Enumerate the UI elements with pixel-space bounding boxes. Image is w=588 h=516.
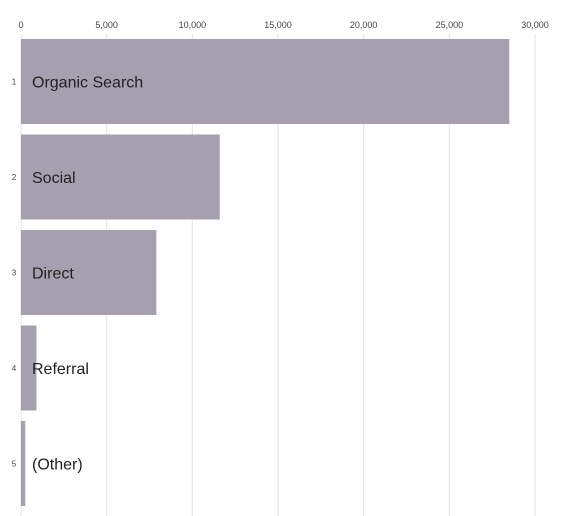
x-tick-label: 15,000 [264, 20, 292, 30]
bar [21, 134, 220, 220]
x-tick-label: 20,000 [350, 20, 378, 30]
x-tick-label: 10,000 [179, 20, 207, 30]
x-tick-label: 0 [18, 20, 23, 30]
bar [21, 325, 37, 411]
category-label: Social [32, 170, 76, 187]
x-tick-label: 30,000 [521, 20, 549, 30]
x-axis-tick-labels: 0 5,000 10,000 15,000 20,000 25,000 30,000 [18, 20, 548, 30]
x-tick-label: 25,000 [436, 20, 464, 30]
rank-labels: 1 2 3 4 5 [12, 78, 17, 469]
rank-label: 2 [12, 173, 17, 182]
category-label: Direct [32, 266, 74, 283]
rank-label: 1 [12, 78, 17, 87]
bar [21, 230, 157, 315]
bar [21, 39, 510, 124]
category-label: Organic Search [32, 75, 143, 92]
rank-label: 3 [12, 269, 17, 278]
rank-label: 5 [12, 460, 17, 469]
category-label: Referral [32, 361, 89, 378]
rank-label: 4 [12, 364, 17, 373]
bar [21, 421, 26, 506]
category-labels: Organic Search Social Direct Referral (Other… [32, 75, 143, 474]
category-label: (Other) [32, 457, 83, 474]
bars [21, 39, 510, 506]
x-tick-label: 5,000 [95, 20, 118, 30]
